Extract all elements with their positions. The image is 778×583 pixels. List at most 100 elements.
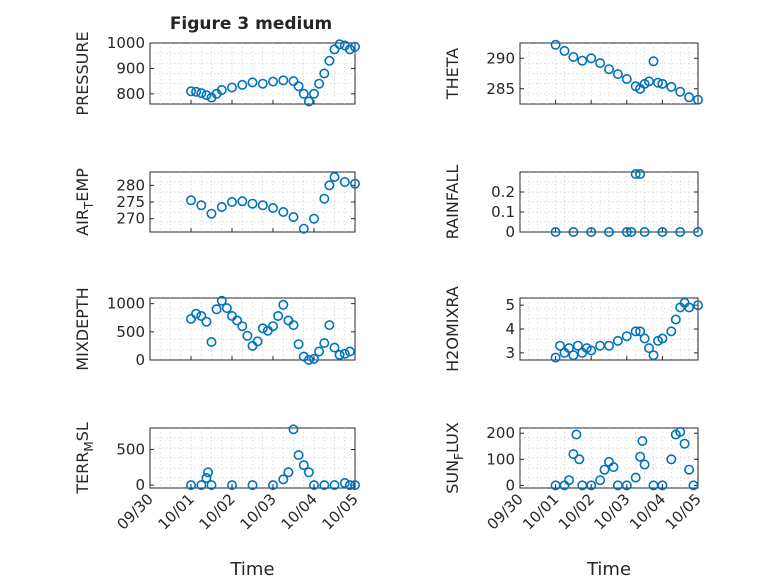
label-part: H2OMIXRA: [443, 286, 462, 372]
data-point: [643, 343, 654, 354]
label-subscript: T: [82, 201, 96, 210]
y-axis-label: THETA: [443, 48, 462, 100]
data-point: [571, 429, 582, 440]
label-part: PRESSURE: [73, 31, 92, 115]
plot-area: [149, 427, 356, 489]
y-tick-label: 275: [116, 193, 145, 211]
y-tick-label: 900: [116, 59, 145, 77]
data-point: [639, 459, 650, 470]
y-tick-label: 1000: [107, 34, 145, 52]
data-point: [242, 330, 253, 341]
data-point: [586, 345, 597, 356]
x-tick-label: 10/04: [626, 490, 669, 533]
data-point: [201, 316, 212, 327]
data-point: [612, 335, 623, 346]
subplot-5: 0 500 1000 MIXDEPTH: [73, 287, 356, 371]
data-point: [186, 86, 197, 97]
y-tick-label: 0: [135, 351, 145, 369]
data-point: [247, 77, 258, 88]
data-point: [334, 39, 345, 50]
data-point: [257, 323, 268, 334]
data-point: [308, 353, 319, 364]
x-axis-label: Time: [229, 559, 274, 580]
data-point: [349, 480, 360, 491]
data-point: [273, 310, 284, 321]
data-point: [568, 350, 579, 361]
data-point: [550, 352, 561, 363]
data-point: [657, 333, 668, 344]
y-tick-label: 280: [116, 176, 145, 194]
data-point: [635, 451, 646, 462]
label-subscript: M: [82, 441, 96, 451]
data-point: [657, 480, 668, 491]
y-axis-label: SUNFLUX: [443, 422, 466, 494]
y-tick-label: 3: [505, 344, 515, 362]
data-point: [675, 86, 686, 97]
data-point: [621, 480, 632, 491]
data-point: [568, 449, 579, 460]
data-point: [608, 462, 619, 473]
data-point: [308, 88, 319, 99]
y-axis-label: H2OMIXRA: [443, 286, 462, 372]
x-tick-label: 10/01: [155, 490, 198, 533]
data-point: [247, 198, 258, 209]
data-point: [563, 475, 574, 486]
grid-lines: [520, 172, 698, 232]
data-point: [319, 68, 330, 79]
data-point: [206, 480, 217, 491]
subplot-1: 800 900 1000 PRESSURE: [73, 31, 360, 116]
data-point: [196, 480, 207, 491]
data-point: [630, 326, 641, 337]
x-tick-label: 10/02: [196, 490, 239, 533]
label-part: SL: [73, 422, 92, 441]
data-point: [324, 320, 335, 331]
subplot-7: 0 500 TERRMSL 09/3010/0110/0210/0310/0410/0…: [73, 422, 362, 580]
data-point: [657, 78, 668, 89]
data-point: [293, 81, 304, 92]
y-tick-label: 100: [486, 450, 515, 468]
figure-title: Figure 3 medium: [170, 14, 332, 34]
data-point: [568, 51, 579, 62]
data-point: [319, 338, 330, 349]
data-point: [349, 178, 360, 189]
y-tick-label: 200: [486, 424, 515, 442]
data-point: [657, 227, 668, 238]
y-tick-label: 0.1: [491, 203, 515, 221]
label-part: TERR: [73, 452, 92, 495]
y-axis-label: AIRTEMP: [73, 168, 96, 236]
data-point: [639, 227, 650, 238]
data-point: [319, 480, 330, 491]
y-tick-label: 270: [116, 210, 145, 228]
data-point: [334, 349, 345, 360]
data-point: [692, 300, 703, 311]
y-tick-label: 5: [505, 296, 515, 314]
data-point: [652, 77, 663, 88]
data-point: [267, 76, 278, 87]
data-point: [283, 467, 294, 478]
x-tick-label: 09/30: [484, 490, 527, 533]
data-points: [186, 39, 360, 107]
y-tick-label: 290: [486, 49, 515, 67]
data-point: [186, 195, 197, 206]
data-point: [563, 343, 574, 354]
data-points: [550, 297, 703, 363]
data-point: [211, 304, 222, 315]
data-point: [319, 193, 330, 204]
data-point: [324, 180, 335, 191]
data-point: [574, 454, 585, 465]
y-tick-label: 0.2: [491, 183, 515, 201]
data-point: [349, 41, 360, 52]
data-point: [278, 299, 289, 310]
data-points: [550, 426, 699, 491]
data-point: [648, 56, 659, 67]
data-point: [599, 464, 610, 475]
data-point: [329, 172, 340, 183]
data-point: [206, 208, 217, 219]
data-point: [196, 88, 207, 99]
data-points: [186, 172, 360, 234]
data-point: [572, 340, 583, 351]
data-point: [329, 44, 340, 55]
x-tick-label: 10/02: [555, 490, 598, 533]
